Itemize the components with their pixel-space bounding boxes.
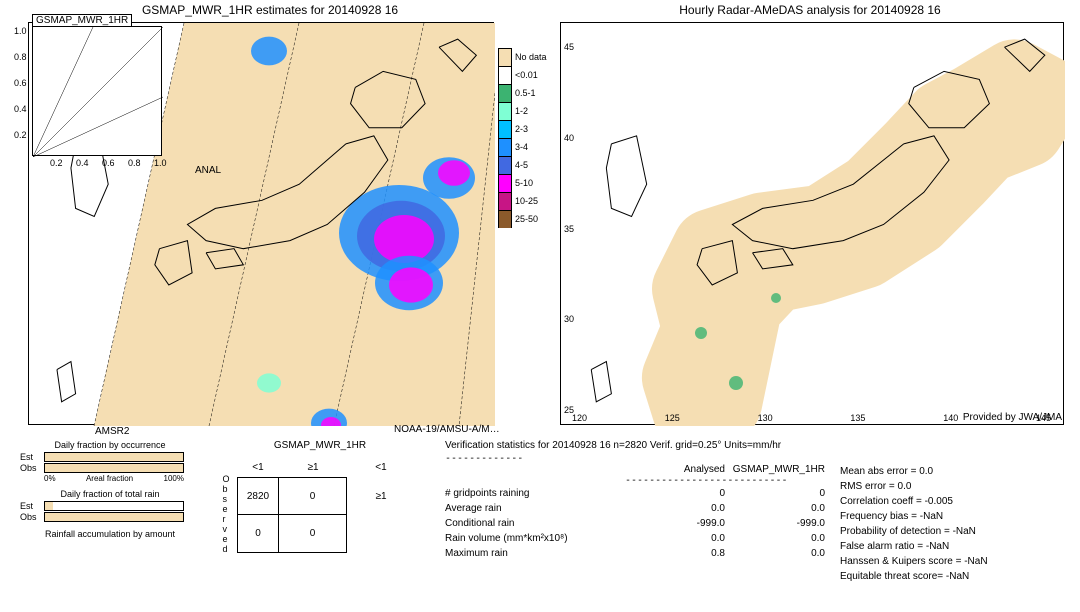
verif-header: Verification statistics for 20140928 16 … bbox=[445, 440, 1070, 451]
ct-ltge: 0 bbox=[279, 477, 347, 515]
verif-stat: Hanssen & Kuipers score = -NaN bbox=[840, 554, 1065, 569]
verif-row: Maximum rain0.80.0 bbox=[445, 546, 840, 561]
obs-label2: Obs bbox=[20, 512, 44, 522]
ct-observed-label: Observed bbox=[215, 477, 237, 553]
obs-label: Obs bbox=[20, 463, 44, 473]
verif-stat: Equitable threat score= -NaN bbox=[840, 569, 1065, 584]
ct-gelt: 0 bbox=[237, 515, 279, 553]
est-label2: Est bbox=[20, 501, 44, 511]
legend-label: 4-5 bbox=[515, 160, 528, 170]
verif-row: Conditional rain-999.0-999.0 bbox=[445, 516, 840, 531]
gsmap-credit: NOAA-19/AMSU-A/M… bbox=[394, 424, 500, 435]
axis-title: Areal fraction bbox=[86, 474, 133, 483]
tot-est-bar bbox=[44, 501, 184, 511]
contingency-table: GSMAP_MWR_1HR Observed <1 ≥1 <1 2820 0 ≥… bbox=[215, 440, 425, 553]
legend-label: 25-50 bbox=[515, 214, 538, 224]
verif-stat: Mean abs error = 0.0 bbox=[840, 464, 1065, 479]
legend-label: 3-4 bbox=[515, 142, 528, 152]
scatter-inset-svg bbox=[33, 27, 163, 157]
pct0: 0% bbox=[44, 474, 56, 483]
verif-stat: False alarm ratio = -NaN bbox=[840, 539, 1065, 554]
ct-ltlt: 2820 bbox=[237, 477, 279, 515]
pct100: 100% bbox=[164, 474, 184, 483]
radar-map-panel: Hourly Radar-AMeDAS analysis for 2014092… bbox=[540, 0, 1080, 435]
verif-stat: Probability of detection = -NaN bbox=[840, 524, 1065, 539]
gsmap-map-panel: GSMAP_MWR_1HR estimates for 20140928 16 … bbox=[0, 0, 540, 435]
radar-frame bbox=[560, 22, 1064, 425]
legend-label: <0.01 bbox=[515, 70, 538, 80]
ct-row-lt: <1 bbox=[347, 457, 415, 477]
occ-title: Daily fraction by occurrence bbox=[20, 440, 200, 450]
verif-stat: Frequency bias = -NaN bbox=[840, 509, 1065, 524]
ct-col-lt: <1 bbox=[237, 457, 279, 477]
ct-gege: 0 bbox=[279, 515, 347, 553]
est-label: Est bbox=[20, 452, 44, 462]
radar-title: Hourly Radar-AMeDAS analysis for 2014092… bbox=[540, 0, 1080, 18]
fraction-bars: Daily fraction by occurrence Est Obs 0% A… bbox=[20, 440, 200, 541]
radar-svg bbox=[561, 23, 1065, 426]
col-analysed: Analysed bbox=[625, 464, 725, 475]
legend-label: 1-2 bbox=[515, 106, 528, 116]
scatter-inset bbox=[32, 26, 162, 156]
verif-stat: RMS error = 0.0 bbox=[840, 479, 1065, 494]
dash-line2: --------------------------- bbox=[625, 475, 840, 486]
ct-col-ge: ≥1 bbox=[279, 457, 347, 477]
amsr2-label: AMSR2 bbox=[95, 426, 129, 437]
verification-stats: Verification statistics for 20140928 16 … bbox=[445, 440, 1070, 584]
col-model: GSMAP_MWR_1HR bbox=[725, 464, 825, 475]
occ-obs-bar bbox=[44, 463, 184, 473]
legend-label: 2-3 bbox=[515, 124, 528, 134]
verif-scores: Mean abs error = 0.0RMS error = 0.0Corre… bbox=[840, 464, 1065, 584]
tot-title: Daily fraction of total rain bbox=[20, 489, 200, 499]
verification-block: Daily fraction by occurrence Est Obs 0% A… bbox=[0, 440, 1080, 610]
verif-table: Analysed GSMAP_MWR_1HR -----------------… bbox=[445, 464, 840, 584]
inset-label: GSMAP_MWR_1HR bbox=[32, 14, 132, 27]
verif-row: Average rain0.00.0 bbox=[445, 501, 840, 516]
dash-line: ------------- bbox=[445, 453, 1070, 464]
verif-row: # gridpoints raining00 bbox=[445, 486, 840, 501]
verif-row: Rain volume (mm*km²x10⁸)0.00.0 bbox=[445, 531, 840, 546]
legend-label: 10-25 bbox=[515, 196, 538, 206]
legend-label: 0.5-1 bbox=[515, 88, 536, 98]
acc-title: Rainfall accumulation by amount bbox=[20, 529, 200, 539]
ct-row-ge: ≥1 bbox=[347, 477, 415, 515]
tot-obs-bar bbox=[44, 512, 184, 522]
legend-label: 5-10 bbox=[515, 178, 533, 188]
ct-title: GSMAP_MWR_1HR bbox=[215, 440, 425, 451]
anal-label: ANAL bbox=[195, 165, 221, 176]
verif-stat: Correlation coeff = -0.005 bbox=[840, 494, 1065, 509]
occ-est-bar bbox=[44, 452, 184, 462]
